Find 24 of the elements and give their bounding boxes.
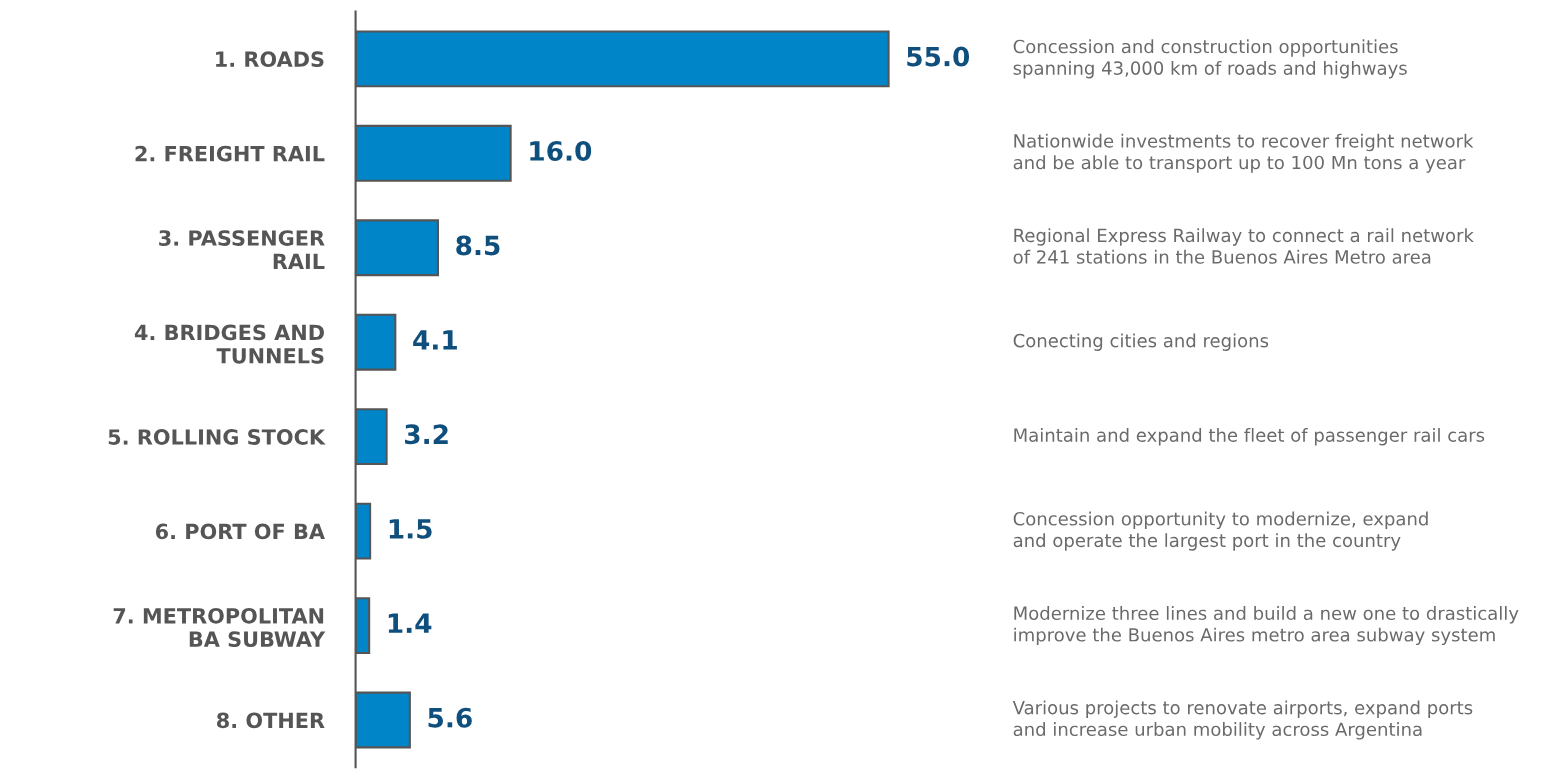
data-label: 16.0 [530, 141, 592, 161]
data-label: 5.6 [428, 707, 472, 728]
y-tick-label: 4. BRIDGES AND TUNNELS [134, 324, 324, 364]
text: Various projects to renovate airports, expand ports and increase urban mobility across Argentina [1012, 700, 1473, 740]
text: Maintain and expand the fleet of passenger rail cars [1014, 427, 1485, 446]
y-tick-label: 3. PASSENGER RAIL [159, 230, 325, 269]
text: Concession and construction opportunities spanning 43,000 km of roads and highways [1013, 39, 1407, 79]
y-tick-label: 8. OTHER [217, 712, 325, 729]
text: Regional Express Railway to connect a rail network of 241 stations in the Buenos Aires Metro area [1013, 228, 1474, 264]
text: Concession opportunity to modernize, expand and operate the largest port in the country [1013, 511, 1428, 551]
y-tick-label: 5. ROLLING STOCK [108, 429, 326, 445]
data-label: 1.4 [388, 613, 432, 633]
data-label: 4.1 [413, 330, 457, 350]
data-label: 3.2 [405, 424, 448, 445]
y-tick-label: 1. ROADS [216, 51, 324, 68]
data-label: 55.0 [907, 46, 970, 67]
text: Modernize three lines and build a new one to drastically improve the Buenos Aires metro area subway system [1014, 606, 1519, 646]
text: Nationwide investments to recover freight network and be able to transport up to 100 Mn tons a year [1013, 133, 1474, 173]
text: Conecting cities and regions [1013, 333, 1269, 351]
y-tick-label: 7. METROPOLITAN BA SUBWAY [113, 607, 326, 648]
y-tick-label: 2. FREIGHT RAIL [135, 145, 325, 162]
data-label: 1.5 [389, 519, 432, 539]
data-label: 8.5 [456, 235, 500, 256]
y-tick-label: 6. PORT OF BA [155, 523, 325, 540]
